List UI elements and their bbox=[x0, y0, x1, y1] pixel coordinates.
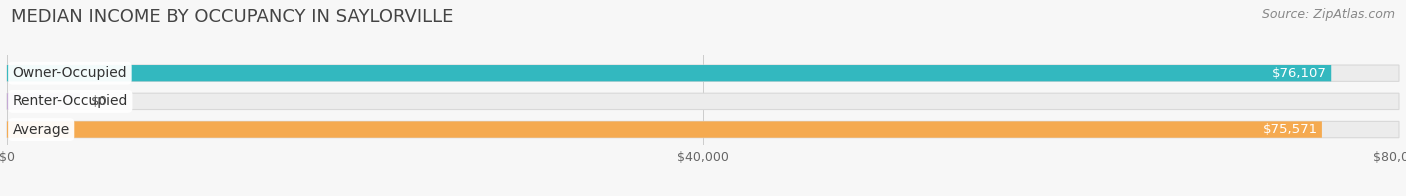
Text: Owner-Occupied: Owner-Occupied bbox=[13, 66, 127, 80]
FancyBboxPatch shape bbox=[7, 93, 80, 110]
Text: Source: ZipAtlas.com: Source: ZipAtlas.com bbox=[1261, 8, 1395, 21]
Text: Average: Average bbox=[13, 122, 70, 137]
FancyBboxPatch shape bbox=[7, 121, 1399, 138]
FancyBboxPatch shape bbox=[7, 121, 1322, 138]
Text: MEDIAN INCOME BY OCCUPANCY IN SAYLORVILLE: MEDIAN INCOME BY OCCUPANCY IN SAYLORVILL… bbox=[11, 8, 454, 26]
FancyBboxPatch shape bbox=[7, 65, 1399, 81]
Text: $76,107: $76,107 bbox=[1272, 67, 1327, 80]
Text: $75,571: $75,571 bbox=[1263, 123, 1317, 136]
Text: Renter-Occupied: Renter-Occupied bbox=[13, 94, 128, 108]
FancyBboxPatch shape bbox=[7, 65, 1331, 81]
Text: $0: $0 bbox=[91, 95, 108, 108]
FancyBboxPatch shape bbox=[7, 93, 1399, 110]
